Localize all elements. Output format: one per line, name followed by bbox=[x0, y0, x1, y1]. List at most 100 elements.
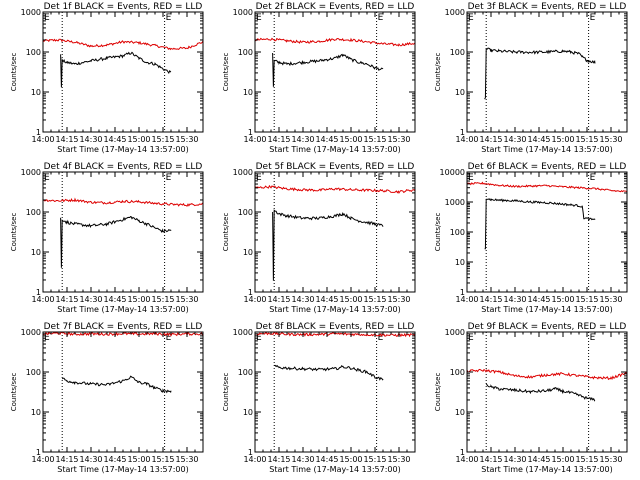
x-tick-label: 14:30 bbox=[79, 455, 102, 464]
x-tick-label: 15:30 bbox=[599, 135, 622, 144]
events-series-line bbox=[484, 47, 596, 100]
x-tick-label: 14:15 bbox=[267, 295, 290, 304]
x-tick-label: 15:30 bbox=[387, 295, 410, 304]
y-tick-label: 100 bbox=[450, 48, 465, 57]
x-tick-label: 14:00 bbox=[243, 135, 266, 144]
x-tick-label: 14:45 bbox=[315, 295, 338, 304]
x-tick-label: 14:15 bbox=[267, 135, 290, 144]
y-tick-label: 1 bbox=[248, 128, 253, 137]
x-tick-label: 15:30 bbox=[599, 455, 622, 464]
x-tick-label: 14:15 bbox=[55, 135, 78, 144]
x-tick-label: 14:30 bbox=[291, 455, 314, 464]
plot-frame bbox=[42, 171, 204, 293]
x-tick-label: 14:00 bbox=[455, 295, 478, 304]
x-tick-label: 15:15 bbox=[575, 455, 598, 464]
y-axis-label: Counts/sec bbox=[222, 373, 230, 412]
y-tick-label: 10 bbox=[455, 88, 465, 97]
x-tick-label: 15:15 bbox=[575, 135, 598, 144]
y-axis-label: Counts/sec bbox=[434, 53, 442, 92]
y-tick-label: 1000 bbox=[445, 8, 465, 17]
events-series-line bbox=[272, 209, 384, 281]
panel-title: Det 4f BLACK = Events, RED = LLD bbox=[44, 162, 203, 172]
panel-title: Det 7f BLACK = Events, RED = LLD bbox=[44, 322, 203, 332]
y-tick-label: 100 bbox=[26, 208, 41, 217]
panel-title: Det 1f BLACK = Events, RED = LLD bbox=[44, 2, 203, 12]
x-tick-label: 15:15 bbox=[363, 295, 386, 304]
x-tick-label: 15:15 bbox=[151, 455, 174, 464]
y-tick-label: 1000 bbox=[21, 328, 41, 337]
x-tick-label: 14:00 bbox=[31, 295, 54, 304]
x-axis-label: Start Time (17-May-14 13:57:00) bbox=[269, 145, 400, 154]
x-tick-label: 15:15 bbox=[363, 135, 386, 144]
x-tick-label: 14:45 bbox=[103, 455, 126, 464]
y-tick-label: 10 bbox=[243, 88, 253, 97]
e-marker-label: E bbox=[468, 333, 474, 343]
lld-series-line bbox=[42, 38, 204, 51]
x-tick-label: 15:15 bbox=[151, 295, 174, 304]
panel-title: Det 6f BLACK = Events, RED = LLD bbox=[468, 162, 627, 172]
x-tick-label: 15:15 bbox=[151, 135, 174, 144]
plot-frame bbox=[466, 331, 628, 453]
y-axis-label: Counts/sec bbox=[222, 53, 230, 92]
y-tick-label: 1000 bbox=[233, 168, 253, 177]
x-tick-label: 14:00 bbox=[31, 135, 54, 144]
x-tick-label: 14:45 bbox=[527, 295, 550, 304]
lld-series-line bbox=[466, 368, 628, 381]
x-axis-label: Start Time (17-May-14 13:57:00) bbox=[57, 465, 188, 474]
x-tick-label: 14:15 bbox=[479, 295, 502, 304]
x-tick-label: 15:00 bbox=[127, 135, 150, 144]
y-tick-label: 10 bbox=[455, 408, 465, 417]
x-axis-label: Start Time (17-May-14 13:57:00) bbox=[57, 145, 188, 154]
x-tick-label: 15:00 bbox=[551, 295, 574, 304]
x-tick-label: 15:30 bbox=[175, 455, 198, 464]
events-series-line bbox=[61, 375, 172, 394]
panel-title: Det 9f BLACK = Events, RED = LLD bbox=[468, 322, 627, 332]
y-axis-label: Counts/sec bbox=[434, 213, 442, 252]
y-tick-label: 1 bbox=[460, 288, 465, 297]
x-axis-label: Start Time (17-May-14 13:57:00) bbox=[269, 305, 400, 314]
x-tick-label: 14:00 bbox=[455, 455, 478, 464]
e-marker-label: E bbox=[44, 333, 50, 343]
x-tick-label: 15:30 bbox=[387, 455, 410, 464]
y-tick-label: 10 bbox=[455, 258, 465, 267]
x-tick-label: 15:00 bbox=[127, 455, 150, 464]
e-marker-label: E bbox=[166, 173, 172, 183]
x-tick-label: 15:30 bbox=[175, 135, 198, 144]
y-tick-label: 100 bbox=[238, 208, 253, 217]
x-tick-label: 14:30 bbox=[291, 295, 314, 304]
x-tick-label: 14:15 bbox=[479, 135, 502, 144]
e-marker-label: E bbox=[166, 13, 172, 23]
x-axis-label: Start Time (17-May-14 13:57:00) bbox=[269, 465, 400, 474]
y-tick-label: 1 bbox=[248, 448, 253, 457]
y-axis-label: Counts/sec bbox=[10, 213, 18, 252]
events-series-line bbox=[60, 51, 172, 88]
e-marker-label: E bbox=[590, 333, 596, 343]
lld-series-line bbox=[254, 184, 416, 194]
e-marker-label: E bbox=[378, 13, 384, 23]
x-tick-label: 14:30 bbox=[503, 135, 526, 144]
y-axis-label: Counts/sec bbox=[10, 373, 18, 412]
plot-frame bbox=[466, 171, 628, 293]
e-marker-label: E bbox=[378, 173, 384, 183]
y-tick-label: 1000 bbox=[233, 8, 253, 17]
x-tick-label: 14:30 bbox=[503, 455, 526, 464]
lld-series-line bbox=[42, 197, 204, 207]
e-marker-label: E bbox=[166, 333, 172, 343]
y-tick-label: 1000 bbox=[445, 328, 465, 337]
panel-title: Det 8f BLACK = Events, RED = LLD bbox=[256, 322, 415, 332]
e-marker-label: E bbox=[468, 13, 474, 23]
plot-frame bbox=[42, 11, 204, 133]
e-marker-label: E bbox=[590, 173, 596, 183]
e-marker-label: E bbox=[468, 173, 474, 183]
x-axis-label: Start Time (17-May-14 13:57:00) bbox=[481, 305, 612, 314]
x-tick-label: 14:45 bbox=[315, 455, 338, 464]
y-tick-label: 1000 bbox=[233, 328, 253, 337]
x-tick-label: 14:45 bbox=[315, 135, 338, 144]
plot-frame bbox=[466, 11, 628, 133]
events-series-line bbox=[272, 52, 384, 87]
